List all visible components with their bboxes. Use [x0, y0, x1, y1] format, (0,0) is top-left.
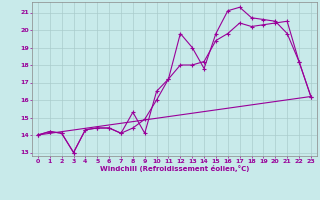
X-axis label: Windchill (Refroidissement éolien,°C): Windchill (Refroidissement éolien,°C) — [100, 165, 249, 172]
